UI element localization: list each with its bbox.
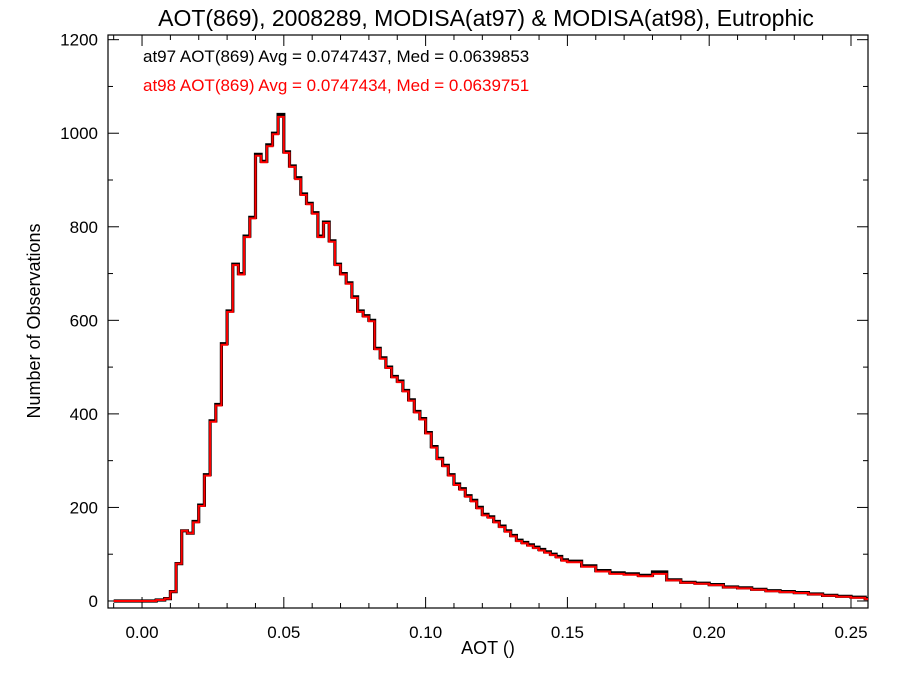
y-tick-label: 600 (70, 311, 98, 330)
series-at97-line (113, 112, 868, 603)
x-tick-label: 0.05 (267, 623, 300, 642)
y-tick-label: 200 (70, 498, 98, 517)
series-at98-line (113, 115, 868, 602)
y-tick-label: 1000 (60, 124, 98, 143)
x-tick-label: 0.15 (551, 623, 584, 642)
x-tick-label: 0.10 (409, 623, 442, 642)
plot-frame (107, 34, 869, 609)
series-layer (113, 112, 868, 603)
y-tick-label: 1200 (60, 31, 98, 50)
chart-title: AOT(869), 2008289, MODISA(at97) & MODISA… (158, 5, 814, 31)
y-tick-label: 800 (70, 218, 98, 237)
x-tick-label: 0.25 (834, 623, 867, 642)
y-tick-label: 0 (89, 592, 98, 611)
y-axis-label: Number of Observations (24, 223, 44, 418)
x-axis-label: AOT () (461, 638, 515, 658)
annotation-at97: at97 AOT(869) Avg = 0.0747437, Med = 0.0… (143, 47, 529, 66)
y-tick-label: 400 (70, 405, 98, 424)
x-tick-label: 0.00 (125, 623, 158, 642)
x-tick-label: 0.20 (693, 623, 726, 642)
axis-ticks: 0.00 0.05 0.10 0.15 0.20 0.25 0 200 400 600 800 100… (60, 31, 868, 642)
annotation-at98: at98 AOT(869) Avg = 0.0747434, Med = 0.0… (143, 76, 529, 95)
